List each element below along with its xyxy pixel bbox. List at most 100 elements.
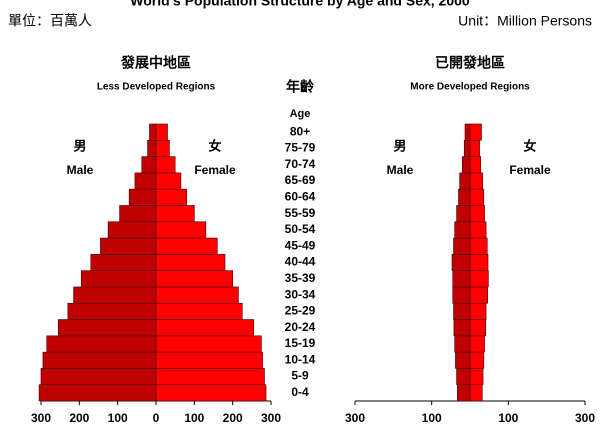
bar: [46, 335, 157, 353]
bar: [155, 384, 267, 402]
legend-label: 男: [393, 138, 406, 153]
y-tick-label: 30-34: [285, 287, 316, 301]
bar: [80, 270, 157, 288]
bar: [459, 172, 471, 190]
bar: [155, 172, 182, 190]
y-tick-label: 5-9: [291, 369, 309, 383]
x-tick-label: 100: [184, 411, 204, 425]
panel-subtitle: More Developed Regions: [410, 82, 530, 93]
bar: [469, 156, 482, 174]
legend-label: 男: [73, 138, 86, 153]
bar: [452, 286, 471, 304]
bar: [469, 123, 482, 141]
bar: [155, 237, 218, 255]
panel-title: 已開發地區: [435, 55, 505, 71]
bar: [57, 319, 157, 337]
bar: [469, 221, 487, 239]
y-tick-label: 50-54: [285, 222, 316, 236]
x-tick-label: 300: [345, 411, 365, 425]
bar: [155, 368, 265, 386]
y-tick-label: 45-49: [285, 238, 316, 252]
bar: [462, 156, 471, 174]
bar: [155, 188, 187, 206]
bar: [469, 172, 483, 190]
bar: [155, 254, 226, 271]
bar: [42, 351, 157, 369]
panel-subtitle: Less Developed Regions: [97, 82, 216, 93]
bar: [456, 368, 471, 386]
bar: [469, 335, 485, 353]
bar: [451, 254, 471, 271]
bar: [155, 302, 243, 320]
bar: [107, 221, 157, 239]
x-tick-label: 300: [261, 411, 281, 425]
bar: [458, 188, 471, 206]
y-tick-label: 10-14: [285, 352, 316, 366]
bar: [155, 221, 207, 239]
bar: [469, 351, 485, 369]
bar: [469, 139, 480, 157]
y-tick-label: 40-44: [285, 255, 316, 269]
bar: [155, 351, 263, 369]
bar: [469, 237, 488, 255]
y-tick-label: 15-19: [285, 336, 316, 350]
chart-title: World's Population Structure by Age and …: [130, 0, 470, 9]
unit-label: 單位：百萬人: [8, 13, 92, 29]
bar: [455, 351, 471, 369]
x-tick-label: 100: [108, 411, 128, 425]
bar: [40, 368, 157, 386]
x-tick-label: 300: [31, 411, 51, 425]
bar: [469, 384, 483, 402]
bar: [457, 384, 471, 402]
bar: [90, 254, 157, 271]
bar: [469, 270, 489, 288]
y-tick-label: 0-4: [291, 385, 309, 399]
y-tick-label: 25-29: [285, 304, 316, 318]
legend-label: 女: [523, 138, 536, 153]
bar: [155, 123, 168, 141]
bar: [454, 335, 471, 353]
bar: [453, 319, 471, 337]
legend-label: 女: [208, 138, 221, 153]
bar: [128, 188, 157, 206]
bar: [464, 123, 471, 141]
bar: [149, 123, 157, 141]
x-tick-label: 100: [422, 411, 442, 425]
y-tick-label: 65-69: [285, 173, 316, 187]
y-tick-label: 70-74: [285, 157, 316, 171]
bar: [469, 286, 488, 304]
legend-label: Female: [509, 163, 551, 177]
bar: [147, 139, 157, 157]
x-tick-label: 200: [69, 411, 89, 425]
bar: [67, 302, 157, 320]
legend-label: Male: [67, 163, 94, 177]
bar: [73, 286, 157, 304]
y-tick-label: 20-24: [285, 320, 316, 334]
bar: [155, 286, 239, 304]
y-tick-label: 75-79: [285, 141, 316, 155]
unit-label: Unit：Million Persons: [458, 13, 592, 29]
bar: [38, 384, 157, 402]
bar: [469, 319, 487, 337]
y-tick-label: 55-59: [285, 206, 316, 220]
bar: [463, 139, 471, 157]
legend-label: Female: [194, 163, 236, 177]
bar: [119, 205, 157, 223]
axis-title: Age: [290, 108, 311, 120]
y-tick-label: 60-64: [285, 189, 316, 203]
x-tick-label: 300: [575, 411, 595, 425]
bar: [155, 335, 262, 353]
bar: [100, 237, 157, 255]
bar: [456, 205, 471, 223]
bar: [469, 205, 485, 223]
bar: [469, 188, 485, 206]
y-tick-label: 35-39: [285, 271, 316, 285]
bar: [469, 368, 484, 386]
bar: [155, 270, 233, 288]
panel-title: 發展中地區: [120, 55, 191, 71]
bar: [155, 156, 176, 174]
bar: [469, 302, 487, 320]
bar: [141, 156, 157, 174]
bar: [452, 270, 471, 288]
